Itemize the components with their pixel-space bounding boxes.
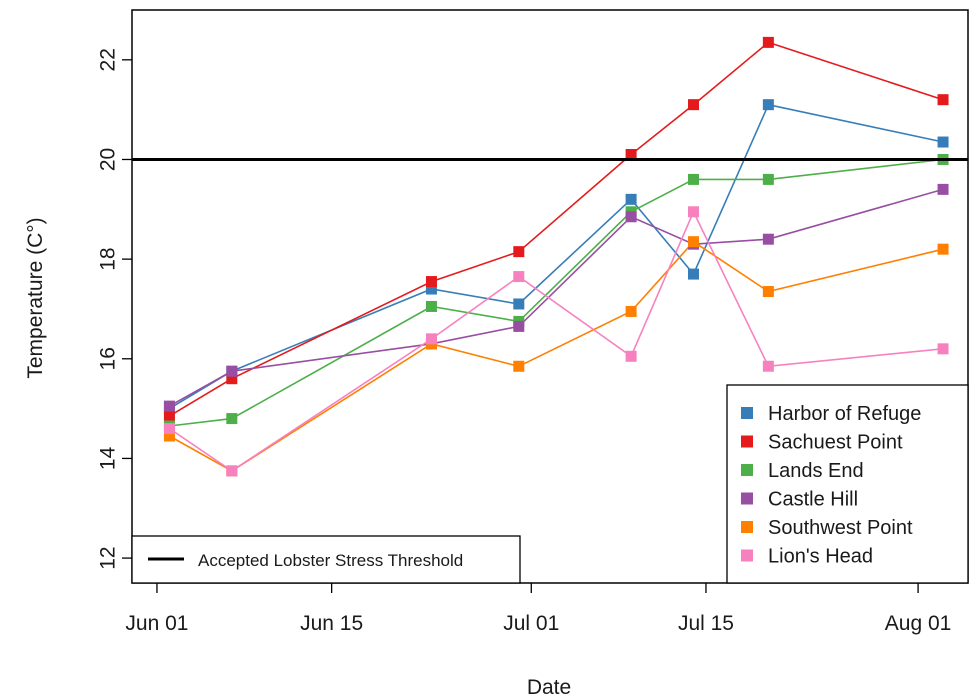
data-point-sachuest-point xyxy=(163,410,175,422)
x-tick-label: Jun 15 xyxy=(300,612,363,635)
data-point-southwest-point xyxy=(937,243,949,255)
data-point-sachuest-point xyxy=(425,276,437,288)
data-point-lands-end xyxy=(762,173,774,185)
legend-label: Castle Hill xyxy=(768,489,858,511)
data-point-southwest-point xyxy=(625,305,637,317)
data-point-sachuest-point xyxy=(937,94,949,106)
data-point-lion-s-head xyxy=(513,271,525,283)
data-point-lion-s-head xyxy=(625,350,637,362)
legend-swatch xyxy=(741,435,753,448)
data-point-harbor-of-refuge xyxy=(762,99,774,111)
data-point-castle-hill xyxy=(625,211,637,223)
data-point-harbor-of-refuge xyxy=(625,193,637,205)
y-tick-label: 20 xyxy=(97,148,120,171)
data-point-harbor-of-refuge xyxy=(513,298,525,310)
data-point-sachuest-point xyxy=(625,148,637,160)
data-point-lion-s-head xyxy=(425,333,437,345)
data-point-lion-s-head xyxy=(226,465,238,477)
data-point-lands-end xyxy=(226,413,238,425)
legend-label: Sachuest Point xyxy=(768,432,903,454)
data-point-lion-s-head xyxy=(762,360,774,372)
series-legend-box xyxy=(726,384,969,584)
legend-label: Southwest Point xyxy=(768,517,913,539)
data-point-lion-s-head xyxy=(937,343,949,355)
data-point-sachuest-point xyxy=(687,99,699,111)
threshold-legend-box xyxy=(131,535,521,584)
x-axis-title: Date xyxy=(527,676,571,699)
legend-swatch xyxy=(741,464,753,476)
x-tick-label: Jul 15 xyxy=(678,612,734,635)
threshold-legend-label: Accepted Lobster Stress Threshold xyxy=(198,551,463,570)
y-tick-label: 16 xyxy=(97,347,120,370)
data-point-castle-hill xyxy=(226,365,238,377)
data-point-southwest-point xyxy=(513,360,525,372)
y-tick-label: 22 xyxy=(97,48,120,71)
series-line-sachuest-point xyxy=(168,41,944,417)
legend-swatch xyxy=(741,549,753,562)
axis-ticks: 12 14 16 18 20 22 Jun 01 Jun 15 Jul 01 Jul 15 Aug … xyxy=(97,48,952,635)
data-point-southwest-point xyxy=(687,236,699,248)
legend-label: Harbor of Refuge xyxy=(768,403,921,425)
legend-swatch xyxy=(741,521,753,533)
data-point-southwest-point xyxy=(163,430,175,442)
x-tick-label: Jul 01 xyxy=(503,612,559,635)
y-tick-label: 14 xyxy=(97,446,120,470)
data-point-lion-s-head xyxy=(687,206,699,218)
series-line-castle-hill xyxy=(169,188,944,407)
threshold-legend: Accepted Lobster Stress Threshold xyxy=(131,535,521,584)
data-point-castle-hill xyxy=(163,400,175,412)
x-tick-label: Aug 01 xyxy=(885,612,952,635)
y-tick-label: 18 xyxy=(97,247,120,270)
y-tick-label: 12 xyxy=(97,546,120,569)
data-point-harbor-of-refuge xyxy=(937,136,949,148)
data-point-castle-hill xyxy=(762,233,774,245)
data-point-sachuest-point xyxy=(226,373,238,385)
data-point-southwest-point xyxy=(762,286,774,298)
data-point-castle-hill xyxy=(937,183,949,195)
plot-area xyxy=(131,9,969,584)
y-axis-title: Temperature (C°) xyxy=(24,217,47,378)
data-point-lands-end xyxy=(687,173,699,185)
data-point-lands-end xyxy=(425,300,437,312)
data-point-castle-hill xyxy=(513,320,525,332)
data-point-lion-s-head xyxy=(163,423,175,435)
data-point-harbor-of-refuge xyxy=(425,283,437,295)
data-point-sachuest-point xyxy=(762,36,774,48)
x-tick-label: Jun 01 xyxy=(125,612,188,635)
data-point-sachuest-point xyxy=(513,246,525,258)
legend-label: Lion's Head xyxy=(768,546,873,568)
legend-swatch xyxy=(741,407,753,419)
series-line-harbor-of-refuge xyxy=(168,103,944,410)
data-point-harbor-of-refuge xyxy=(687,268,699,280)
legend-swatch xyxy=(741,492,753,505)
plot-frame xyxy=(131,9,969,584)
series-legend: Harbor of Refuge Sachuest Point Lands End C… xyxy=(726,384,969,584)
series-line-lands-end xyxy=(169,158,944,427)
legend-label: Lands End xyxy=(768,460,864,482)
series-line-lion-s-head xyxy=(168,209,944,472)
